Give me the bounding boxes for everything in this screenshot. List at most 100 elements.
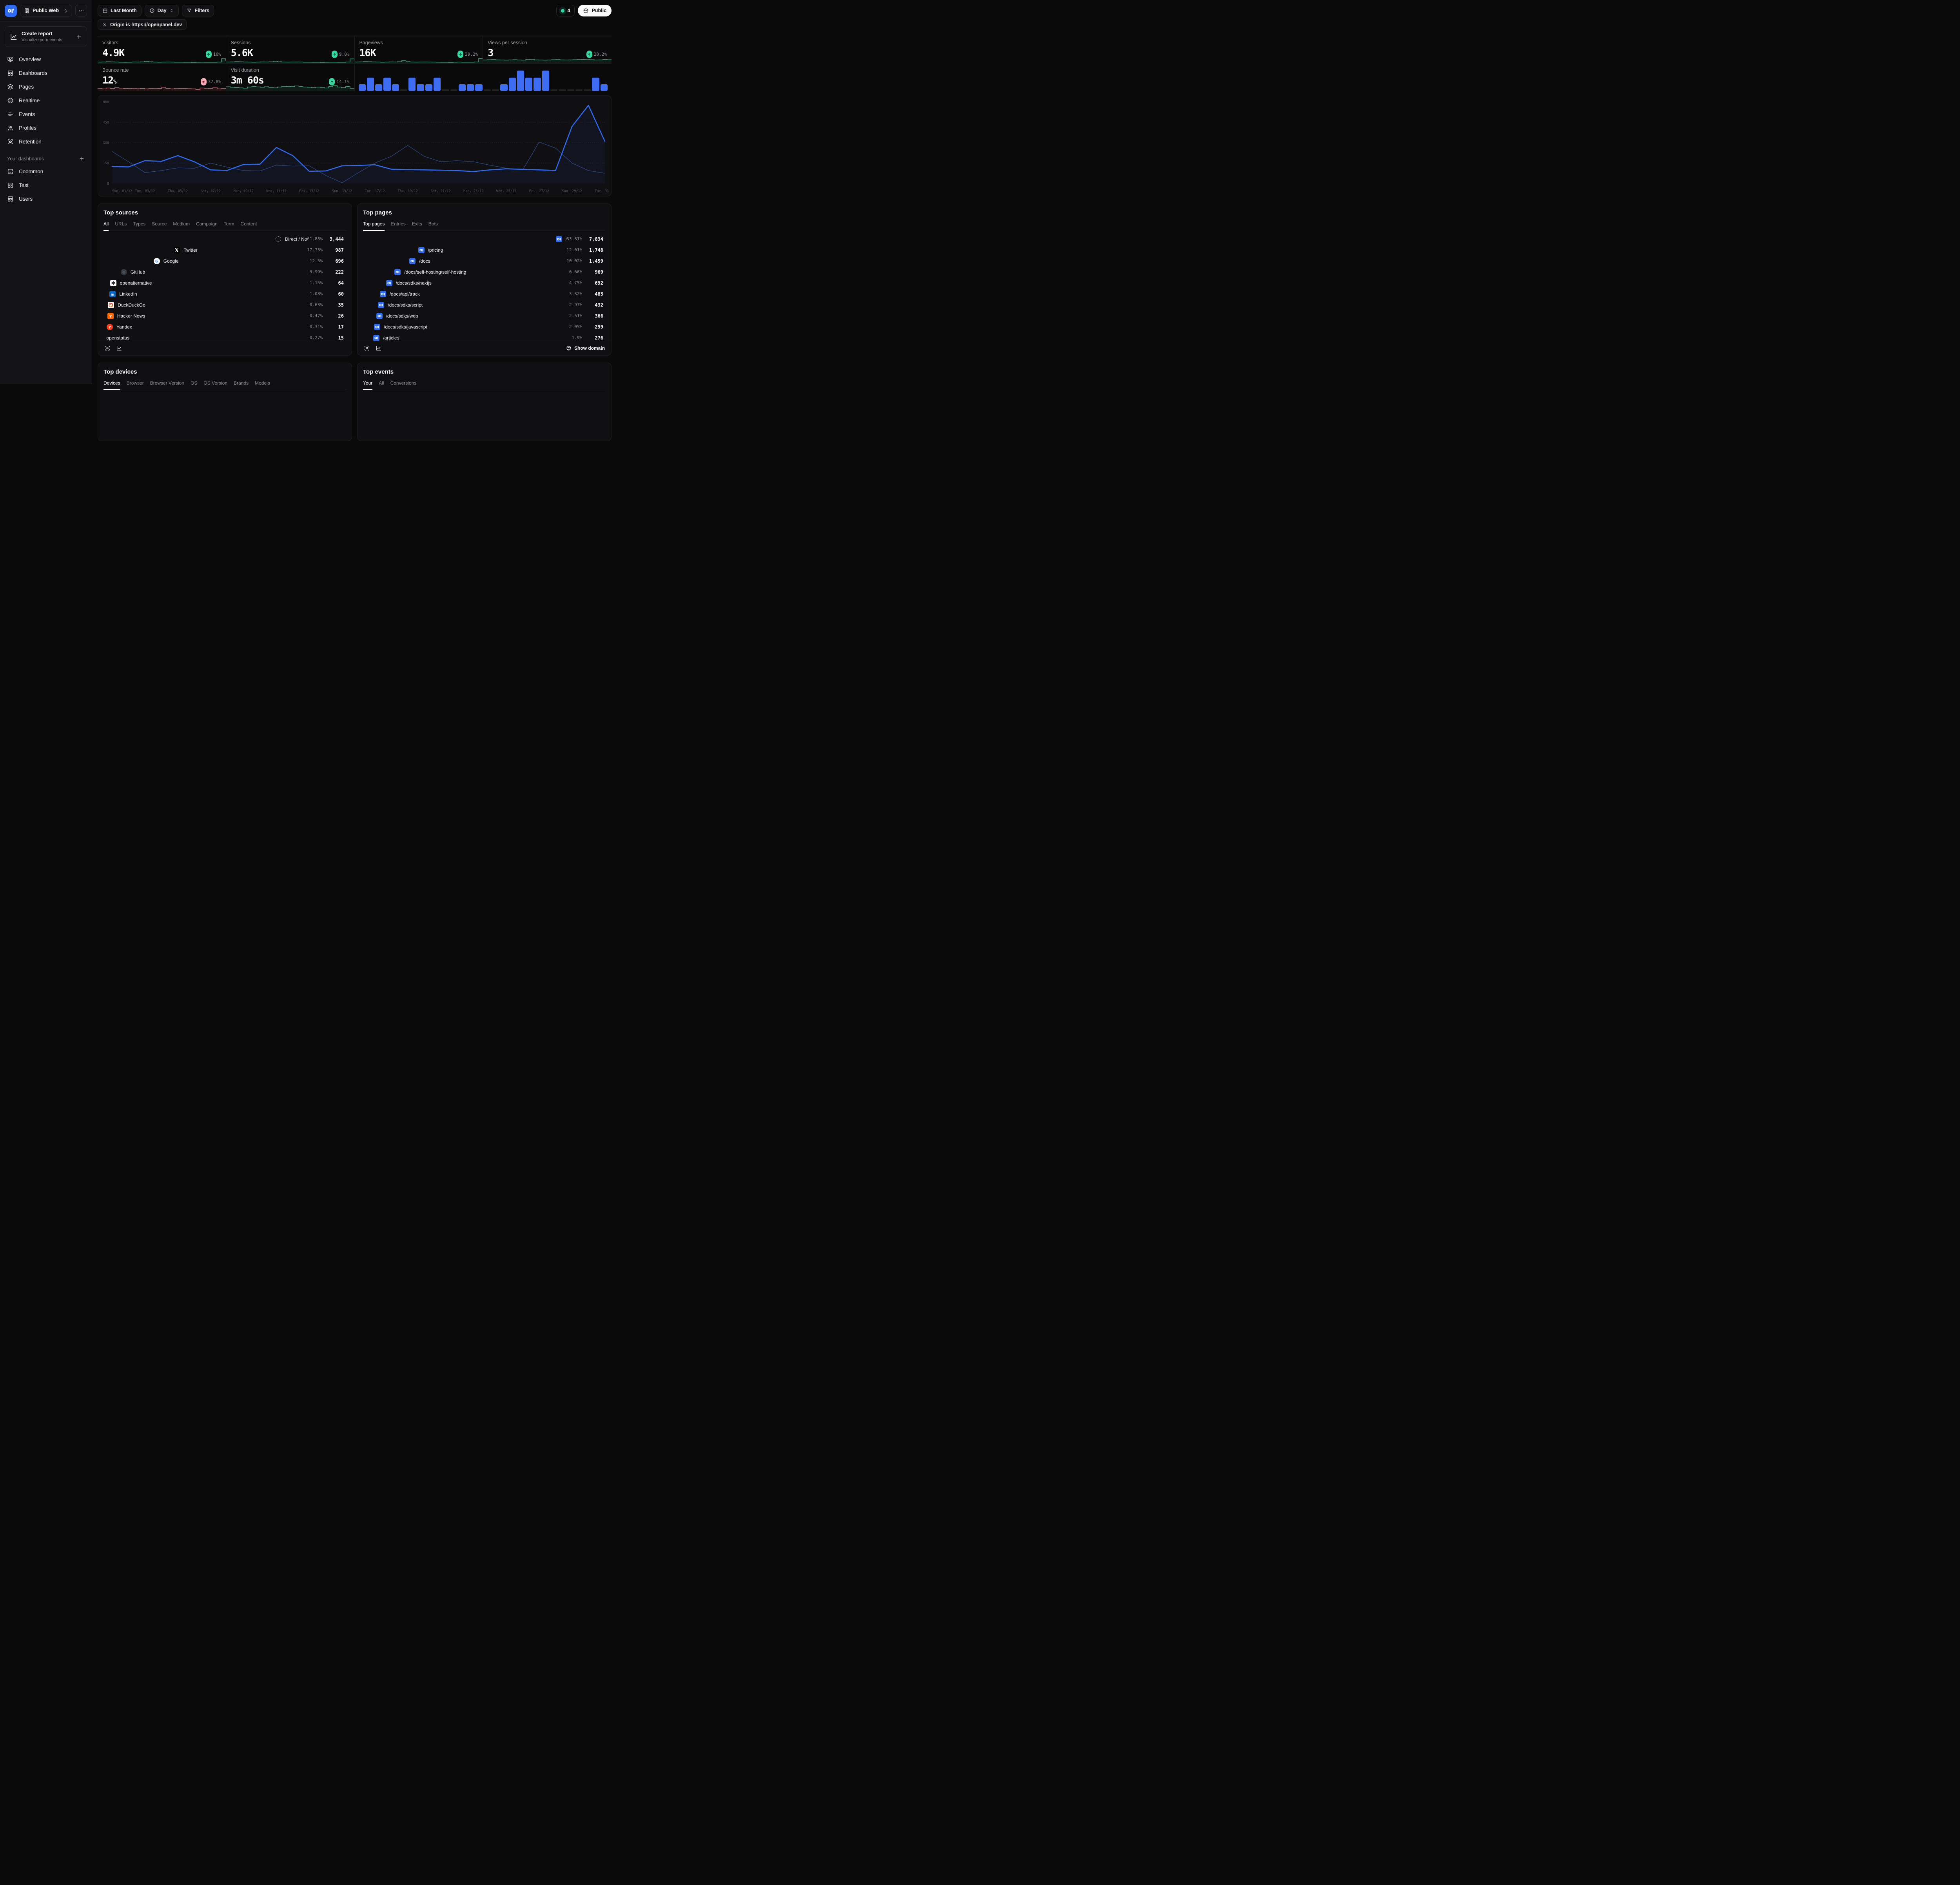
page-row[interactable]: /docs 10.02% 1,459 xyxy=(363,256,606,266)
source-row[interactable]: G Google 12.5% 696 xyxy=(103,256,346,266)
tab-source[interactable]: Source xyxy=(152,221,167,227)
page-row[interactable]: /docs/sdks/javascript 2.05% 299 xyxy=(363,322,606,332)
chart-view-icon[interactable] xyxy=(116,345,122,351)
metric-card-sessions[interactable]: Sessions 5.6K 9.8% xyxy=(226,36,355,64)
tab-os-version[interactable]: OS Version xyxy=(203,380,228,386)
source-row[interactable]: openalternative 1.15% 64 xyxy=(103,278,346,288)
tab-types[interactable]: Types xyxy=(133,221,146,227)
metric-sparkline xyxy=(483,55,612,64)
close-icon[interactable] xyxy=(102,22,107,27)
page-row[interactable]: /docs/sdks/nextjs 4.75% 692 xyxy=(363,278,606,288)
pages-icon xyxy=(7,84,14,90)
sidebar-item-retention[interactable]: Retention xyxy=(5,135,87,149)
metric-card-bounce-rate[interactable]: Bounce rate 12% 37.8% xyxy=(98,64,226,91)
sidebar-more-button[interactable] xyxy=(75,5,87,16)
chevrons-up-down-icon xyxy=(171,9,173,12)
nav-label: Realtime xyxy=(19,98,40,104)
page-row[interactable]: /docs/sdks/script 2.97% 432 xyxy=(363,300,606,310)
realtime-bar xyxy=(492,89,499,91)
yandex-icon: Y xyxy=(107,323,113,330)
sidebar-header: Public Web xyxy=(0,0,92,22)
source-row[interactable]: Y Yandex 0.31% 17 xyxy=(103,322,346,332)
sidebar-item-pages[interactable]: Pages xyxy=(5,80,87,94)
origin-filter-chip[interactable]: Origin is https://openpanel.dev xyxy=(98,19,187,30)
live-visitors-button[interactable]: 4 xyxy=(556,5,575,16)
source-row[interactable]: Y Hacker News 0.47% 26 xyxy=(103,311,346,321)
tab-top-pages[interactable]: Top pages xyxy=(363,221,385,231)
page-row[interactable]: /docs/sdks/web 2.51% 366 xyxy=(363,311,606,321)
page-row[interactable]: /articles 1.9% 276 xyxy=(363,333,606,343)
tab-devices[interactable]: Devices xyxy=(103,380,120,390)
realtime-visitors-card[interactable] xyxy=(355,64,612,91)
profiles-icon xyxy=(7,125,14,131)
sidebar-item-realtime[interactable]: Realtime xyxy=(5,94,87,107)
tab-browser-version[interactable]: Browser Version xyxy=(150,380,185,386)
tab-term[interactable]: Term xyxy=(223,221,234,227)
retention-target-icon[interactable] xyxy=(104,345,111,351)
tab-exits[interactable]: Exits xyxy=(412,221,422,227)
source-row[interactable]: openstatus 0.27% 15 xyxy=(103,333,346,343)
interval-select[interactable]: Day xyxy=(144,5,179,16)
tab-entries[interactable]: Entries xyxy=(391,221,406,227)
tab-medium[interactable]: Medium xyxy=(173,221,190,227)
source-row[interactable]: Direct / Not set61.88% 3,444 xyxy=(103,234,346,244)
sidebar-item-profiles[interactable]: Profiles xyxy=(5,121,87,135)
row-count: 987 xyxy=(335,247,344,253)
filters-button[interactable]: Filters xyxy=(181,5,214,16)
page-row[interactable]: /docs/self-hosting/self-hosting 6.66% 969 xyxy=(363,267,606,277)
page-row[interactable]: /53.81% 7,834 xyxy=(363,234,606,244)
visibility-button[interactable]: Public xyxy=(578,5,612,16)
svg-text:Sat, 07/12: Sat, 07/12 xyxy=(201,189,221,193)
tab-campaign[interactable]: Campaign xyxy=(196,221,218,227)
show-domain-button[interactable]: Show domain xyxy=(566,345,605,351)
page-row[interactable]: /docs/api/track 3.32% 483 xyxy=(363,289,606,299)
tab-urls[interactable]: URLs xyxy=(115,221,127,227)
funnel-icon xyxy=(187,9,191,12)
metric-card-views-per-session[interactable]: Views per session 3 20.2% xyxy=(483,36,612,64)
trend-up-icon xyxy=(329,78,335,85)
row-label: /docs/sdks/javascript xyxy=(384,324,427,330)
retention-target-icon[interactable] xyxy=(364,345,370,351)
metric-card-visitors[interactable]: Visitors 4.9K 10% xyxy=(98,36,226,64)
sidebar-dashboard-coommon[interactable]: Coommon xyxy=(5,165,87,178)
openpanel-logo-icon[interactable] xyxy=(5,4,17,17)
hackernews-icon: Y xyxy=(107,312,114,319)
page-row[interactable]: /pricing 12.01% 1,748 xyxy=(363,245,606,255)
tab-bots[interactable]: Bots xyxy=(428,221,438,227)
tab-brands[interactable]: Brands xyxy=(234,380,249,386)
metric-card-pageviews[interactable]: Pageviews 16K 29.2% xyxy=(354,36,483,64)
metric-card-visit-duration[interactable]: Visit duration 3m 60s 14.1% xyxy=(226,64,355,91)
realtime-bar-chart xyxy=(358,70,608,91)
tab-models[interactable]: Models xyxy=(255,380,270,386)
sidebar-dashboard-users[interactable]: Users xyxy=(5,192,87,206)
chart-view-icon[interactable] xyxy=(376,345,382,351)
realtime-bar xyxy=(483,89,491,91)
sidebar-item-events[interactable]: Events xyxy=(5,107,87,121)
openpanel-icon xyxy=(386,280,392,286)
tab-all[interactable]: All xyxy=(103,221,109,231)
tab-content[interactable]: Content xyxy=(240,221,257,227)
add-dashboard-button[interactable] xyxy=(79,156,85,162)
sidebar-item-dashboards[interactable]: Dashboards xyxy=(5,66,87,80)
tab-all[interactable]: All xyxy=(379,380,384,386)
row-count: 26 xyxy=(338,313,344,319)
bottom-panels: Top devices Devices Browser Browser Versio… xyxy=(98,363,612,441)
tab-os[interactable]: OS xyxy=(191,380,198,386)
top-pages-footer: Show domain xyxy=(358,341,611,355)
source-row[interactable]: in LinkedIn 1.08% 60 xyxy=(103,289,346,299)
source-row[interactable]: Twitter 17.73% 987 xyxy=(103,245,346,255)
source-row[interactable]: GitHub 3.99% 222 xyxy=(103,267,346,277)
metric-sparkline xyxy=(226,55,354,64)
sidebar-dashboard-test[interactable]: Test xyxy=(5,178,87,192)
sidebar-item-overview[interactable]: Overview xyxy=(5,53,87,66)
metric-change: 14.1% xyxy=(329,78,350,85)
workspace-selector[interactable]: Public Web xyxy=(20,5,72,16)
date-range-button[interactable]: Last Month xyxy=(98,5,142,16)
source-row[interactable]: DuckDuckGo 0.63% 35 xyxy=(103,300,346,310)
create-report-card[interactable]: Create report Visualize your events xyxy=(5,26,87,47)
tab-browser[interactable]: Browser xyxy=(126,380,144,386)
metric-label: Pageviews xyxy=(359,40,383,45)
tab-conversions[interactable]: Conversions xyxy=(390,380,417,386)
tab-your[interactable]: Your xyxy=(363,380,373,390)
